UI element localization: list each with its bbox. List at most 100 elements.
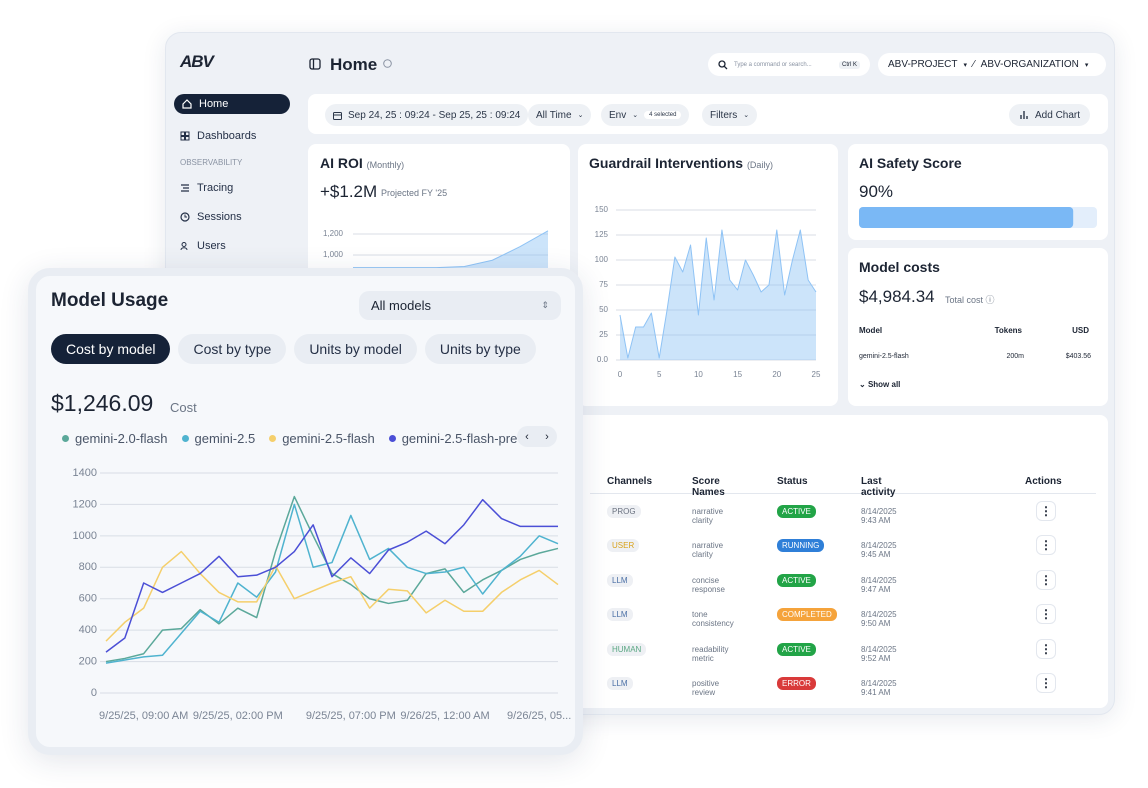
model-select[interactable]: All models ⇕ (359, 291, 561, 320)
actions-button[interactable]: ⋮ (1036, 569, 1056, 590)
column-header: Score Names (692, 476, 725, 498)
channel-badge: LLM (607, 677, 633, 690)
guardrail-title-text: Guardrail Interventions (589, 155, 744, 171)
y-tick-label: 200 (79, 655, 97, 667)
costs-total-text: Total cost (945, 295, 984, 305)
actions-button[interactable]: ⋮ (1036, 638, 1056, 659)
organization[interactable]: ABV-ORGANIZATION (980, 59, 1079, 70)
page-title: Home (330, 55, 378, 74)
legend-item[interactable]: gemini-2.5-flash-pre (388, 429, 517, 447)
nav-item[interactable]: Dashboards (180, 126, 256, 146)
y-tick-label: 400 (79, 624, 97, 636)
y-tick-label: 600 (79, 593, 97, 605)
legend-label: gemini-2.5-flash-pre (401, 430, 517, 446)
legend-swatch (269, 434, 277, 442)
nav-label: Users (197, 240, 226, 252)
show-all[interactable]: ⌄ Show all (859, 380, 901, 389)
costs-total-label: Total cost ⓘ (945, 295, 995, 305)
legend-swatch (388, 434, 396, 442)
search-icon (718, 59, 728, 69)
separator: ⁄ (972, 59, 975, 70)
safety-title: AI Safety Score (859, 155, 962, 171)
roi-title-text: AI ROI (320, 155, 363, 171)
filters-label: Filters (710, 109, 738, 121)
x-tick-label: 9/25/25, 07:00 PM (306, 710, 396, 722)
nav-item[interactable]: Tracing (180, 178, 233, 198)
costs-col: USD (1072, 326, 1089, 335)
legend-item[interactable]: gemini-2.5 (181, 429, 255, 447)
safety-bar (859, 207, 1097, 228)
legend-swatch (181, 434, 189, 442)
channel-badge: USER (607, 539, 640, 553)
status-badge: RUNNING (777, 539, 825, 553)
shortcut: Ctrl K (839, 60, 860, 69)
env-count: 4 selected (644, 111, 682, 119)
search-box[interactable]: Type a command or search... Ctrl K (708, 53, 870, 76)
nav-label: Sessions (197, 211, 242, 223)
actions-button[interactable]: ⋮ (1036, 501, 1056, 521)
time-label: All Time (536, 109, 572, 121)
costs-total: $4,984.34 (859, 287, 935, 306)
project[interactable]: ABV-PROJECT (888, 59, 958, 70)
actions-button[interactable]: ⋮ (1036, 604, 1056, 625)
next[interactable]: › (545, 430, 549, 443)
last-activity: 8/14/2025 9:41 AM (861, 679, 897, 697)
icon (180, 131, 190, 141)
area (620, 230, 816, 360)
icon (182, 99, 192, 109)
last-activity: 8/14/2025 9:43 AM (861, 507, 897, 525)
channel-badge: LLM (607, 573, 633, 587)
line (105, 495, 559, 663)
guardrail-title: Guardrail Interventions (Daily) (589, 155, 773, 171)
roi-chart: 1,000 1,200 (323, 229, 549, 271)
nav-label: Home (199, 98, 229, 110)
table-rule (590, 493, 1096, 494)
tab[interactable]: Cost by model (51, 334, 171, 364)
legend-item[interactable]: gemini-2.0-flash (62, 429, 168, 447)
line (619, 229, 817, 359)
nav-item[interactable]: Users (180, 236, 226, 256)
filters[interactable]: Filters ⌄ (702, 104, 758, 126)
x-tick-label: 15 (733, 370, 742, 379)
roi-period: (Monthly) (366, 160, 405, 170)
model-select-label: All models (371, 298, 431, 313)
date-range-label: Sep 24, 25 : 09:24 - Sep 25, 25 : 09:24 (348, 109, 521, 121)
y-tick-label: 125 (595, 230, 609, 239)
prev[interactable]: ‹ (525, 430, 529, 443)
nav-item[interactable]: Sessions (180, 207, 242, 227)
search-placeholder: Type a command or search... (734, 61, 812, 68)
actions-button[interactable]: ⋮ (1036, 673, 1056, 693)
last-activity: 8/14/2025 9:52 AM (861, 644, 897, 663)
nav-item[interactable]: Home (174, 94, 290, 114)
score-name: readability metric (692, 644, 729, 663)
actions-button[interactable]: ⋮ (1036, 535, 1056, 556)
show-all-label[interactable]: Show all (867, 380, 901, 389)
project-selector[interactable]: ABV-PROJECT ▾ ⁄ ABV-ORGANIZATION ▾ (878, 53, 1106, 76)
time-select[interactable]: All Time ⌄ (528, 104, 592, 126)
costs-cell: $403.56 (1065, 353, 1091, 360)
add-chart[interactable]: Add Chart (1009, 104, 1091, 126)
logo[interactable]: ABV (180, 52, 214, 71)
sidebar-toggle[interactable] (309, 58, 321, 70)
env-select[interactable]: Env ⌄ 4 selected (601, 104, 690, 126)
x-tick-label: 10 (694, 370, 703, 379)
x-tick-label: 20 (772, 370, 781, 379)
tab[interactable]: Cost by type (178, 334, 287, 364)
legend-nav[interactable]: ‹ › (517, 426, 557, 447)
tab[interactable]: Units by type (424, 334, 536, 364)
costs-card (848, 248, 1108, 406)
score-name: narrative clarity (692, 541, 724, 560)
date-range[interactable]: Sep 24, 25 : 09:24 - Sep 25, 25 : 09:24 (325, 104, 529, 126)
status-badge: COMPLETED (777, 608, 837, 622)
status-badge: ACTIVE (777, 505, 816, 518)
caret: ⌄ (743, 112, 750, 119)
legend-item[interactable]: gemini-2.5-flash (269, 429, 375, 447)
costs-title: Model costs (859, 259, 940, 275)
caret: ⌄ (632, 112, 639, 119)
last-activity: 8/14/2025 9:47 AM (861, 575, 897, 594)
x-tick-label: 0 (618, 370, 623, 379)
tab[interactable]: Units by model (294, 334, 417, 364)
area (353, 230, 548, 271)
caret: ⌄ (577, 112, 584, 119)
column-header: Channels (607, 476, 653, 487)
